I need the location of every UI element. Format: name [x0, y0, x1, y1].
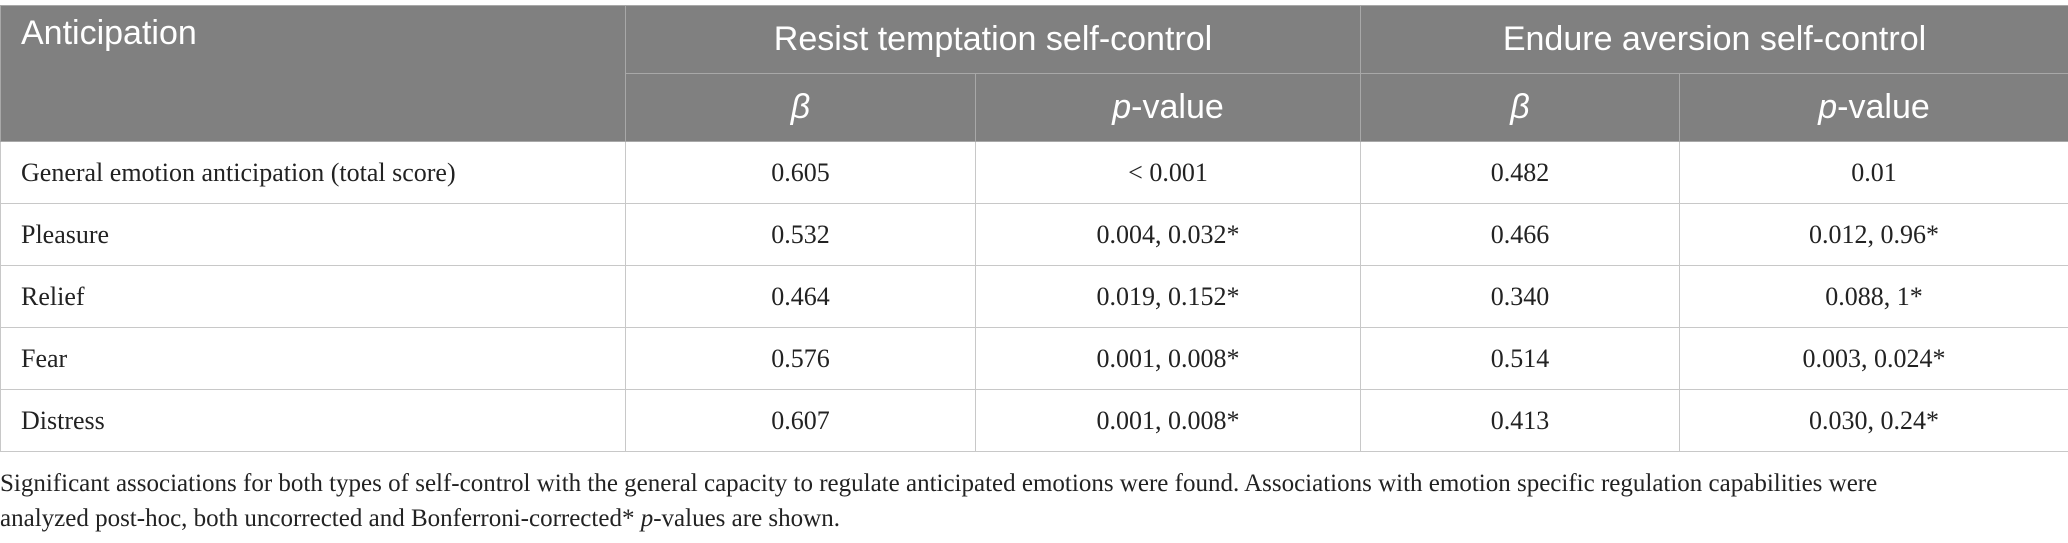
subheader-italic: p	[1112, 88, 1132, 126]
header-cell: Resist temptation self-control	[625, 5, 1361, 74]
footnote-italic: p	[640, 505, 654, 532]
subheader-cell: p-value	[975, 73, 1361, 142]
table-cell: 0.003, 0.024*	[1678, 327, 2068, 390]
table-cell: 0.01	[1678, 141, 2068, 204]
table-cell: 0.514	[1360, 327, 1680, 390]
subheader-italic: β	[1510, 88, 1530, 126]
results-table: Anticipation Resist temptation self-cont…	[0, 5, 2068, 452]
header-cell: Anticipation	[0, 5, 626, 142]
table-cell: 0.030, 0.24*	[1678, 389, 2068, 452]
table-cell: 0.413	[1360, 389, 1680, 452]
subheader-italic: β	[790, 88, 811, 126]
row-label: Fear	[0, 327, 626, 390]
table-cell: 0.466	[1360, 203, 1680, 266]
subheader-italic: p	[1818, 88, 1838, 126]
table-cell: 0.607	[625, 389, 976, 452]
subheader-row: β p-value β p-value	[1, 73, 2068, 142]
table-row: Pleasure 0.532 0.004, 0.032* 0.466 0.012, 0.…	[0, 203, 2068, 266]
row-label: General emotion anticipation (total scor…	[0, 141, 626, 204]
table-cell: 0.532	[625, 203, 976, 266]
footnote-text: -values are shown.	[653, 505, 840, 532]
subheader-cell: β	[625, 73, 976, 142]
table-cell: 0.340	[1360, 265, 1680, 328]
row-label: Distress	[0, 389, 626, 452]
table-cell: 0.001, 0.008*	[975, 327, 1361, 390]
footnote-line: analyzed post-hoc, both uncorrected and …	[0, 501, 2068, 536]
footnote-text: analyzed post-hoc, both uncorrected and …	[0, 505, 641, 532]
table-cell: 0.605	[625, 141, 976, 204]
table-cell: 0.576	[625, 327, 976, 390]
subheader-cell: β	[1360, 73, 1680, 142]
table-cell: 0.482	[1360, 141, 1680, 204]
header-cell: Endure aversion self-control	[1359, 5, 2068, 74]
table-cell: 0.464	[625, 265, 976, 328]
footnote: Significant associations for both types …	[0, 466, 2068, 536]
table-cell: 0.012, 0.96*	[1678, 203, 2068, 266]
table-cell: 0.001, 0.008*	[975, 389, 1361, 452]
table-body: General emotion anticipation (total scor…	[0, 141, 2068, 452]
header-row: Anticipation Resist temptation self-cont…	[0, 5, 2068, 142]
table-cell: 0.088, 1*	[1678, 265, 2068, 328]
table-cell: < 0.001	[975, 141, 1361, 204]
row-label: Relief	[0, 265, 626, 328]
subheader-cell: p-value	[1678, 73, 2068, 142]
subheader-text: -value	[1131, 88, 1224, 126]
subheader-text: -value	[1837, 88, 1930, 126]
row-label: Pleasure	[0, 203, 626, 266]
table-cell: 0.004, 0.032*	[975, 203, 1361, 266]
table-row: Relief 0.464 0.019, 0.152* 0.340 0.088, 1*	[0, 265, 2068, 328]
table-cell: 0.019, 0.152*	[975, 265, 1361, 328]
footnote-line: Significant associations for both types …	[0, 470, 1878, 497]
table-row: General emotion anticipation (total scor…	[0, 141, 2068, 204]
table-row: Fear 0.576 0.001, 0.008* 0.514 0.003, 0.024*	[0, 327, 2068, 390]
table-row: Distress 0.607 0.001, 0.008* 0.413 0.030, 0.…	[0, 389, 2068, 452]
